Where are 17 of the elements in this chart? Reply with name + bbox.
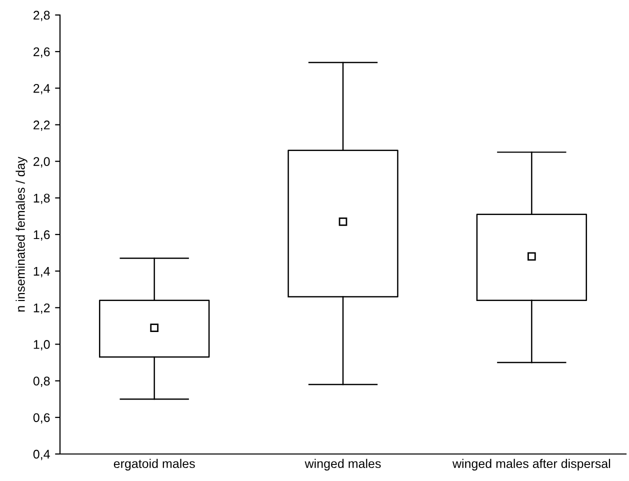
y-tick-label: 2,2 (34, 120, 50, 131)
y-tick-label: 2,6 (34, 47, 50, 58)
x-tick-label: winged males (304, 458, 381, 471)
y-tick-label: 2,0 (34, 157, 50, 168)
x-tick-label: winged males after dispersal (452, 458, 610, 471)
y-axis-title: n inseminated females / day (16, 156, 28, 312)
y-tick-label: 1,8 (34, 194, 50, 204)
y-tick-label: 0,6 (33, 413, 50, 424)
y-tick-label: 0,8 (33, 376, 50, 387)
y-tick-label: 2,8 (34, 10, 50, 22)
y-tick-label: 1,2 (34, 303, 50, 314)
y-tick-label: 1,0 (34, 340, 50, 350)
y-tick-label: 1,4 (34, 267, 50, 278)
y-tick-label: 0,4 (33, 450, 50, 460)
x-tick-label: ergatoid males (114, 458, 195, 471)
y-tick-label: 2,4 (34, 84, 50, 94)
y-tick-label: 1,6 (34, 230, 50, 241)
